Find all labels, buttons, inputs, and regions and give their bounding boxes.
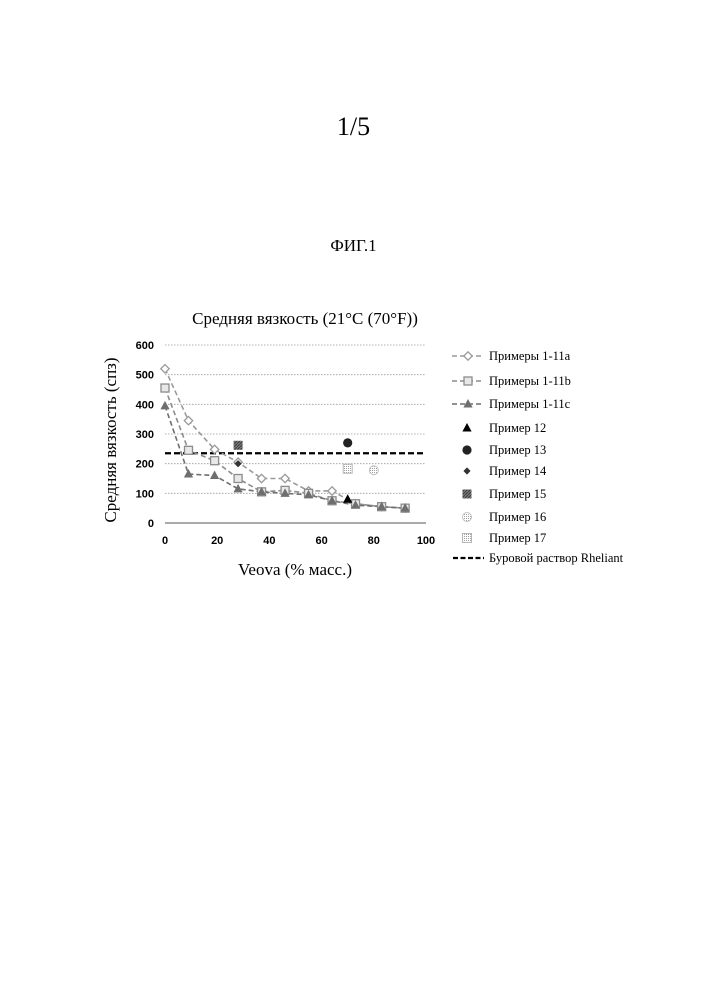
data-point — [211, 457, 219, 465]
data-point — [281, 474, 289, 482]
data-point — [233, 484, 242, 493]
legend-label: Пример 17 — [489, 531, 546, 545]
legend-marker — [463, 534, 472, 543]
y-tick-label: 600 — [136, 340, 154, 352]
series-markers — [160, 365, 409, 513]
x-tick-label: 40 — [263, 535, 275, 547]
legend-label: Пример 15 — [489, 487, 546, 501]
data-point — [161, 365, 169, 373]
data-point — [161, 384, 169, 392]
data-point — [343, 494, 352, 503]
legend-marker — [463, 490, 472, 499]
y-tick-label: 0 — [148, 518, 154, 530]
x-tick-label: 20 — [211, 535, 223, 547]
legend-label: Пример 12 — [489, 421, 546, 435]
legend-marker — [462, 445, 471, 454]
legend-marker — [463, 467, 470, 474]
x-tick-label: 60 — [315, 535, 327, 547]
data-point — [184, 446, 192, 454]
legend-marker — [463, 513, 472, 522]
data-point — [369, 466, 378, 475]
y-tick-label: 400 — [136, 399, 154, 411]
data-point — [328, 487, 336, 495]
y-tick-label: 300 — [136, 429, 154, 441]
data-point — [184, 416, 192, 424]
legend-label: Буровой раствор Rheliant — [489, 551, 624, 565]
grid — [165, 345, 426, 523]
x-tick-label: 80 — [368, 535, 380, 547]
data-point — [234, 441, 243, 450]
data-point — [160, 401, 169, 410]
data-point — [343, 464, 352, 473]
data-point — [184, 469, 193, 478]
legend-label: Примеры 1-11a — [489, 349, 571, 363]
data-point — [210, 471, 219, 480]
data-point — [343, 438, 352, 447]
legend-label: Примеры 1-11b — [489, 374, 571, 388]
legend: Примеры 1-11a Примеры 1-11b Примеры 1-11c П… — [452, 349, 624, 565]
legend-label: Пример 14 — [489, 464, 547, 478]
x-tick-label: 0 — [162, 535, 168, 547]
x-tick-label: 100 — [417, 535, 435, 547]
chart-title: Средняя вязкость (21°C (70°F)) — [192, 309, 418, 328]
y-axis-label: Средняя вязкость (спз) — [101, 357, 120, 522]
legend-label: Пример 16 — [489, 510, 546, 524]
y-tick-label: 200 — [136, 459, 154, 471]
y-tick-label: 100 — [136, 488, 154, 500]
x-axis-label: Veova (% масс.) — [238, 560, 352, 579]
legend-marker — [462, 423, 471, 432]
y-tick-label: 500 — [136, 370, 154, 382]
legend-marker — [464, 352, 472, 360]
legend-label: Примеры 1-11c — [489, 397, 571, 411]
data-point — [234, 475, 242, 483]
legend-marker — [464, 377, 472, 385]
tick-labels: 0 20 40 60 80 100 0 100 200 300 400 500 600 — [136, 340, 436, 547]
legend-label: Пример 13 — [489, 443, 546, 457]
